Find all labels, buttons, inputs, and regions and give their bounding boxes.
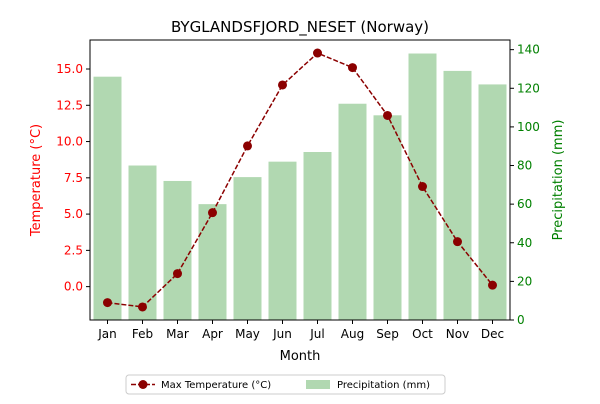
temperature-point (278, 80, 287, 90)
legend-label-precipitation: Precipitation (mm) (337, 380, 430, 391)
temperature-point (103, 298, 112, 308)
x-tick-label: Jun (272, 327, 292, 341)
legend-bar-marker (306, 380, 330, 389)
y-left-tick-label: 12.5 (56, 98, 83, 112)
precipitation-bar (373, 115, 402, 320)
temperature-point (138, 302, 147, 312)
legend-box (125, 374, 446, 395)
legend-line-dot (138, 380, 148, 389)
x-tick-label: Sep (376, 327, 399, 341)
y-left-tick-label: 7.5 (64, 171, 83, 185)
temperature-point (173, 269, 182, 279)
y-right-tick-label: 60 (517, 197, 532, 211)
precipitation-bar (338, 103, 367, 320)
legend-label-temperature: Max Temperature (°C) (161, 380, 271, 391)
precipitation-bar (198, 204, 227, 320)
x-tick-label: Dec (481, 327, 504, 341)
temperature-point (453, 237, 462, 247)
y-axis-left: 0.0 2.5 5.0 7.5 10.0 12.5 15.0 (56, 62, 90, 294)
precipitation-bar (163, 180, 192, 320)
precipitation-bar (303, 152, 332, 320)
x-tick-label: Oct (412, 327, 433, 341)
temperature-point (418, 182, 427, 192)
temperature-line (103, 48, 497, 312)
y-axis-left-label: Temperature (°C) (29, 124, 44, 237)
temperature-point (348, 63, 357, 73)
precipitation-bar (443, 70, 472, 321)
temperature-point (313, 48, 322, 58)
y-right-tick-label: 80 (517, 159, 532, 173)
x-axis: Jan Feb Mar Apr May Jun Jul Aug Sep Oct Nov Dec (97, 320, 504, 341)
x-tick-label: Jul (309, 327, 324, 341)
temperature-polyline (107, 52, 494, 308)
y-left-tick-label: 5.0 (64, 207, 83, 221)
x-tick-label: Mar (166, 327, 189, 341)
y-right-tick-label: 120 (517, 81, 540, 95)
y-left-tick-label: 2.5 (64, 243, 83, 257)
x-tick-label: Jan (97, 327, 117, 341)
y-right-tick-label: 0 (517, 313, 525, 327)
temperature-point (383, 110, 392, 120)
temperature-point (208, 208, 217, 218)
temperature-point (488, 280, 497, 290)
precipitation-bar (268, 161, 297, 320)
y-left-tick-label: 10.0 (56, 135, 83, 149)
legend: Max Temperature (°C) Precipitation (mm) (125, 374, 446, 395)
chart-title: BYGLANDSFJORD_NESET (Norway) (171, 18, 429, 37)
x-tick-label: Aug (341, 327, 364, 341)
x-tick-label: Nov (446, 327, 469, 341)
x-tick-label: Feb (132, 327, 153, 341)
y-axis-right-label: Precipitation (mm) (551, 120, 566, 241)
plot-frame (89, 39, 511, 321)
y-right-tick-label: 20 (517, 274, 532, 288)
y-left-tick-label: 0.0 (64, 280, 83, 294)
y-left-tick-label: 15.0 (56, 62, 83, 76)
x-axis-label: Month (280, 349, 321, 364)
x-tick-label: Apr (202, 327, 223, 341)
precipitation-bar (93, 76, 122, 320)
precipitation-bar (128, 165, 157, 320)
x-tick-label: May (235, 327, 260, 341)
temperature-point (243, 141, 252, 151)
y-right-tick-label: 40 (517, 236, 532, 250)
y-axis-right: 0 20 40 60 80 100 120 140 (510, 43, 540, 327)
precipitation-bar (233, 177, 262, 320)
y-right-tick-label: 140 (517, 43, 540, 57)
y-right-tick-label: 100 (517, 120, 540, 134)
